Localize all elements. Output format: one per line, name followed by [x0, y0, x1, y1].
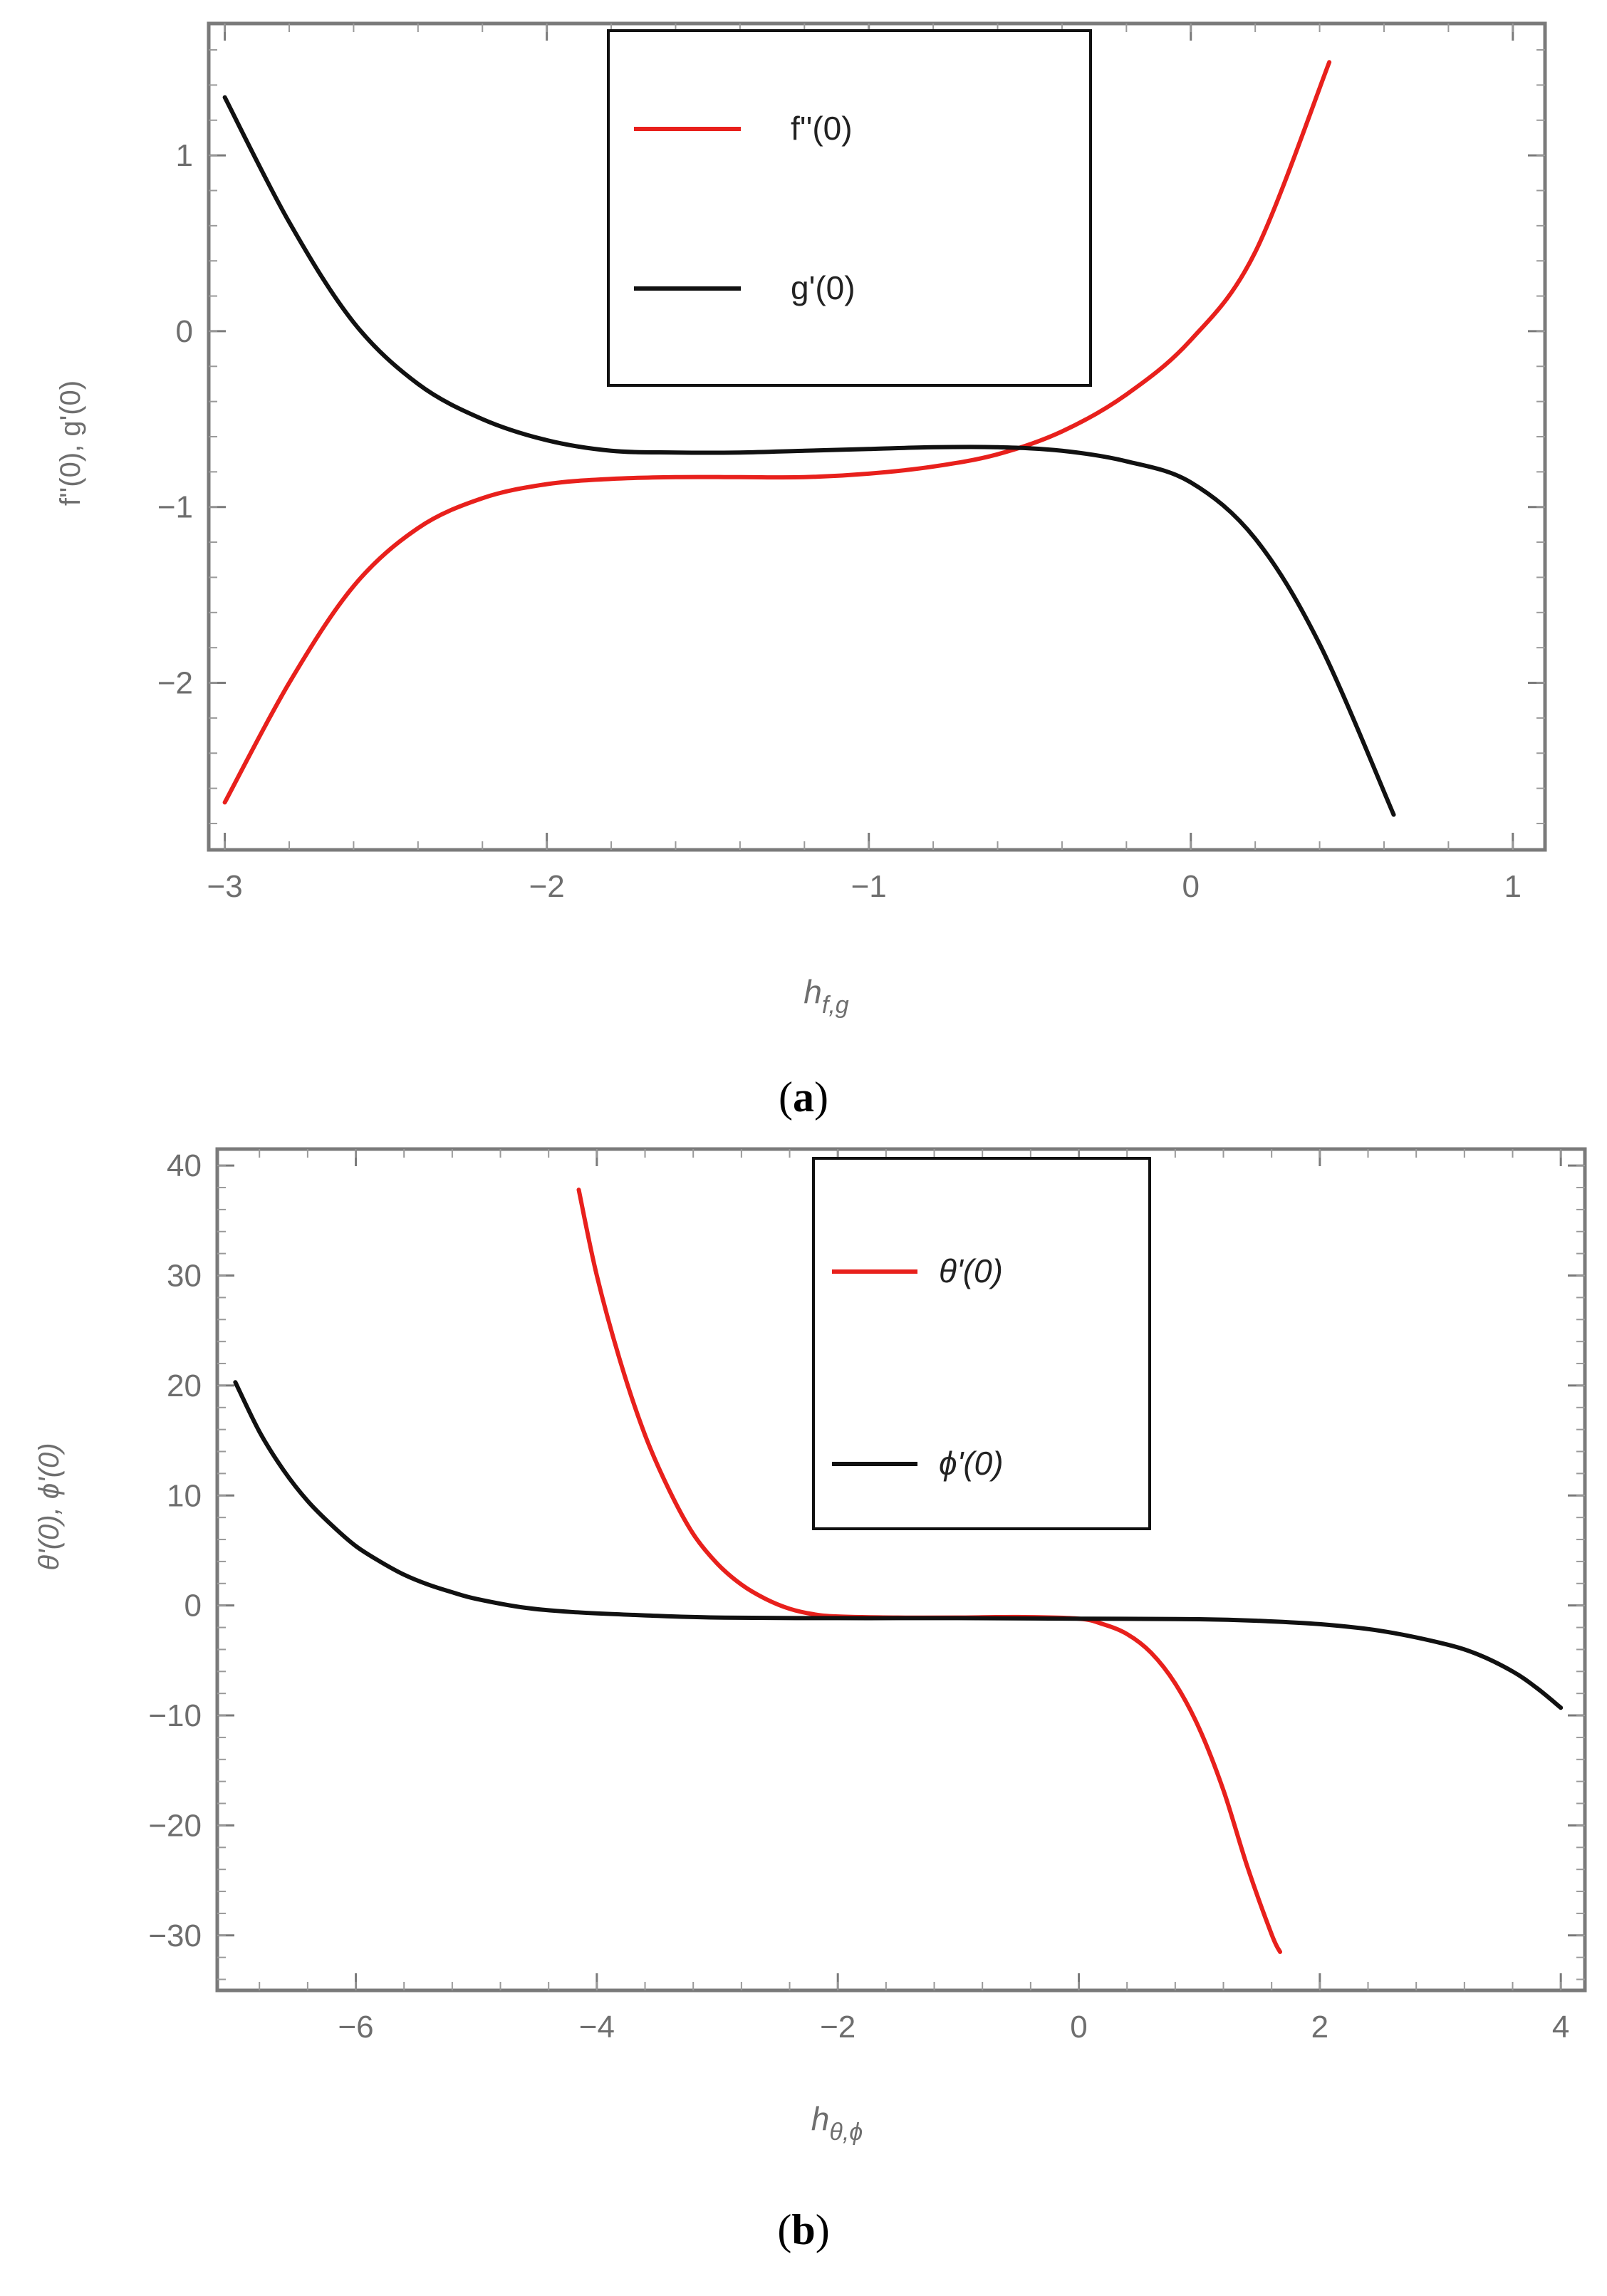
legend-label-g: g'(0)	[791, 269, 855, 306]
legend-box-b	[812, 1157, 1151, 1530]
x-axis-title-a-main: h	[804, 973, 822, 1010]
series-layer-a	[222, 60, 1396, 817]
caption-a-letter: a	[793, 1074, 814, 1121]
y-tick-label-b: 30	[167, 1259, 202, 1294]
chart-panel-a: −3 −2 −1 0 1 −2 −1 0 1 f''(0) g'(0) hf,g f''(0),…	[55, 21, 1547, 1121]
legend-label-theta: θ'(0)	[939, 1252, 1003, 1289]
x-tick-label-a: 1	[1504, 869, 1522, 904]
y-tick-label-b: −10	[148, 1698, 202, 1733]
x-axis-title-b-sub: θ,ϕ	[829, 2119, 863, 2146]
x-axis-title-b: hθ,ϕ	[811, 2100, 863, 2146]
x-tick-label-a: −1	[851, 869, 887, 904]
y-tick-label-b: 0	[184, 1589, 202, 1624]
series-line-b-1	[233, 1380, 1564, 1710]
series-layer-b	[233, 1188, 1564, 1954]
y-tick-label-b: 20	[167, 1368, 202, 1403]
series-line-a-0	[222, 60, 1332, 805]
x-tick-label-a: −2	[529, 869, 565, 904]
x-tick-label-b: 2	[1311, 2010, 1328, 2045]
x-tick-label-b: 4	[1552, 2010, 1569, 2045]
legend-a: f''(0) g'(0)	[607, 29, 1092, 387]
x-axis-title-b-main: h	[811, 2100, 830, 2137]
y-tick-label-a: 1	[176, 138, 193, 173]
y-axis-title-a: f''(0), g'(0)	[55, 380, 86, 506]
legend-label-f: f''(0)	[791, 110, 853, 147]
y-tick-label-a: −1	[157, 490, 193, 525]
legend-box-a	[607, 29, 1092, 387]
x-tick-label-b: −2	[820, 2010, 855, 2045]
series-line-a-1	[222, 95, 1396, 817]
y-tick-label-b: 40	[167, 1148, 202, 1183]
x-axis-title-a: hf,g	[804, 973, 848, 1019]
y-tick-label-b: −30	[148, 1918, 202, 1953]
x-tick-label-b: −6	[338, 2010, 373, 2045]
caption-b: (b)	[777, 2206, 829, 2253]
y-tick-label-b: −20	[148, 1808, 202, 1843]
y-tick-label-b: 10	[167, 1478, 202, 1513]
x-axis-title-a-sub: f,g	[822, 992, 849, 1019]
y-tick-label-a: 0	[176, 314, 193, 349]
caption-a: (a)	[779, 1074, 828, 1121]
y-tick-label-a: −2	[157, 666, 193, 701]
legend-label-phi: ϕ'(0)	[939, 1445, 1004, 1482]
x-tick-label-a: −3	[207, 869, 243, 904]
axis-ticks-a: −3 −2 −1 0 1 −2 −1 0 1	[157, 24, 1545, 904]
y-axis-title-b: θ'(0), ϕ'(0)	[33, 1443, 65, 1570]
x-tick-label-b: 0	[1070, 2010, 1087, 2045]
x-tick-label-b: −4	[579, 2010, 615, 2045]
plot-frame-b	[215, 1147, 1587, 1993]
caption-b-letter: b	[791, 2206, 815, 2253]
legend-b: θ'(0) ϕ'(0)	[812, 1157, 1151, 1530]
x-tick-label-a: 0	[1182, 869, 1200, 904]
